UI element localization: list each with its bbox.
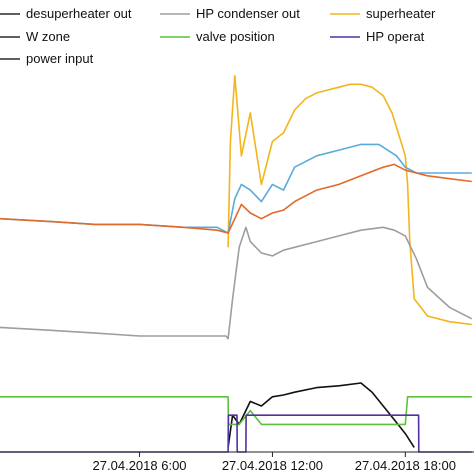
series-line-superheater — [227, 74, 472, 326]
x-axis: 27.04.2018 6:00 27.04.2018 12:00 27.04.201… — [0, 451, 474, 473]
lower-series-line-valve-position — [0, 395, 472, 426]
legend-label-3: W zone — [26, 29, 70, 44]
series-line-HP-condenser-out — [0, 226, 473, 340]
lower-series-line-unnamed-0 — [227, 382, 415, 448]
x-tick-label-0: 27.04.2018 6:00 — [93, 458, 187, 473]
x-tick-label-1: 27.04.2018 12:00 — [222, 458, 323, 473]
series-line-unnamed-1 — [0, 143, 472, 234]
legend: desuperheater out HP condenser out superhe… — [0, 6, 436, 66]
legend-label-4: valve position — [196, 29, 275, 44]
main-plot-area — [0, 74, 473, 340]
lower-series-line-HP-operat — [0, 414, 472, 453]
legend-label-6: power input — [26, 51, 94, 66]
legend-label-5: HP operat — [366, 29, 425, 44]
legend-label-0: desuperheater out — [26, 6, 132, 21]
legend-label-1: HP condenser out — [196, 6, 300, 21]
legend-label-2: superheater — [366, 6, 436, 21]
series-line-unnamed-2 — [0, 163, 472, 234]
lower-plot-area — [0, 382, 472, 453]
x-tick-label-2: 27.04.2018 18:00 — [355, 458, 456, 473]
